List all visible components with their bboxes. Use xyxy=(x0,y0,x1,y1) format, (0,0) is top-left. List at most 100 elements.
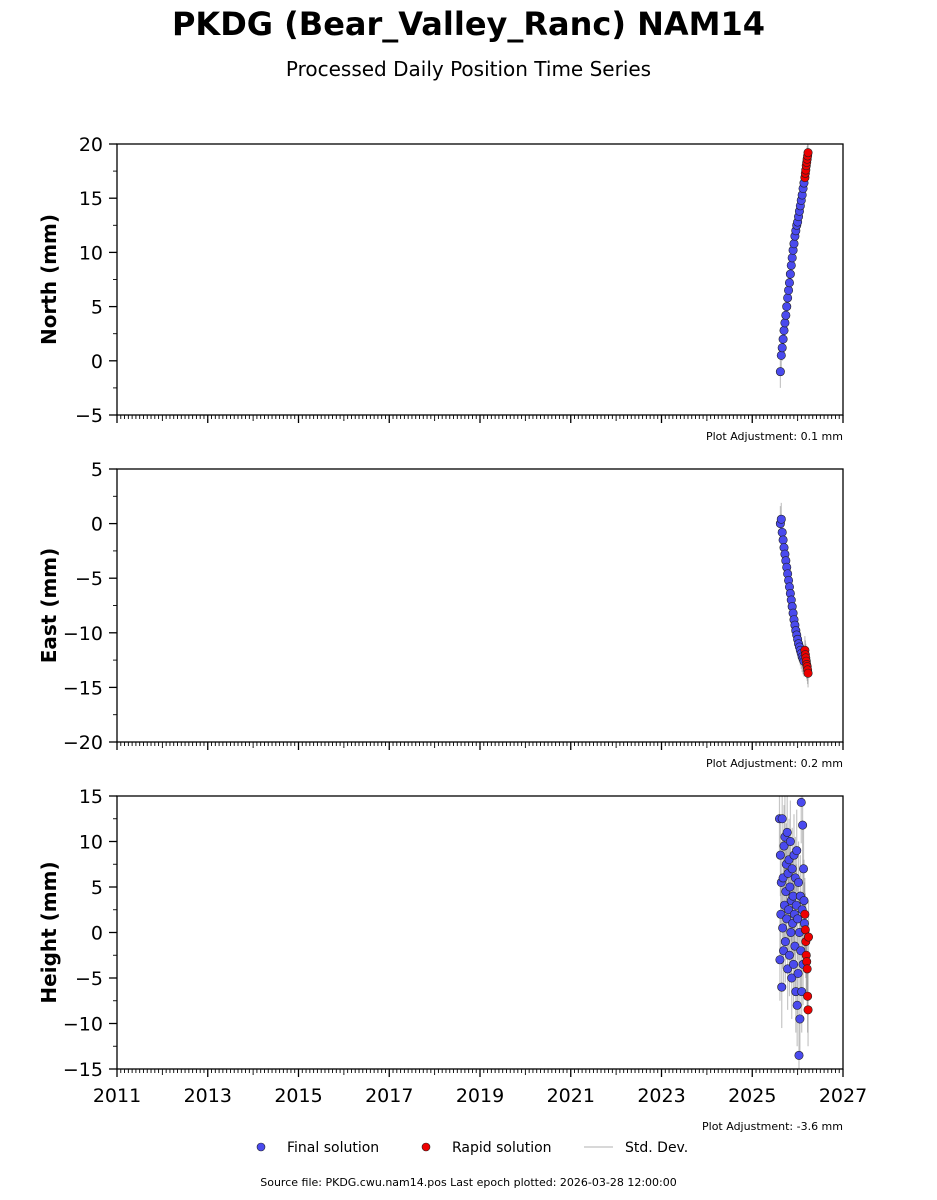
final-solution-point xyxy=(778,334,788,344)
y-tick-label: 10 xyxy=(79,832,103,854)
final-solution-point xyxy=(793,968,803,978)
final-solution-point xyxy=(779,946,789,956)
x-tick-label: 2027 xyxy=(819,1085,867,1107)
x-tick-label: 2011 xyxy=(93,1085,141,1107)
final-solution-point xyxy=(782,827,792,837)
rapid-solution-point xyxy=(803,668,813,678)
final-solution-point xyxy=(799,896,809,906)
final-solution-point xyxy=(794,877,804,887)
y-tick-label: 5 xyxy=(91,877,103,899)
panel-height: 2011 2013 2015 2017 2019 2021 2023 2025 2027 −15 −… xyxy=(37,786,867,1133)
x-tick-label: 2025 xyxy=(728,1085,776,1107)
y-tick-label: −20 xyxy=(63,732,103,754)
panel-north: −5 0 5 10 15 20 North (mm) Plot Adjustment: 0.1… xyxy=(37,134,844,443)
rapid-solution-point xyxy=(802,964,812,974)
final-solution-point xyxy=(787,864,797,874)
final-solution-point xyxy=(784,950,794,960)
y-tick-label: 0 xyxy=(91,351,103,373)
final-solution-point xyxy=(785,269,795,279)
y-tick-label: 15 xyxy=(79,188,103,210)
rapid-solution-point xyxy=(803,1005,813,1015)
final-solution-point xyxy=(781,310,791,320)
final-solution-point xyxy=(784,285,794,295)
page-title: PKDG (Bear_Valley_Ranc) NAM14 xyxy=(171,5,766,43)
final-solution-point xyxy=(784,905,794,915)
y-tick-label: −10 xyxy=(63,623,103,645)
final-solution-point xyxy=(792,1000,802,1010)
y-axis-label: Height (mm) xyxy=(37,861,61,1003)
plot-frame xyxy=(116,795,844,1070)
final-solution-point xyxy=(789,959,799,969)
final-solution-point xyxy=(777,814,787,824)
final-solution-point xyxy=(792,846,802,856)
final-solution-point xyxy=(784,278,794,288)
legend-rapid-marker xyxy=(421,1142,431,1152)
final-solution-point xyxy=(777,527,787,537)
x-tick-label: 2015 xyxy=(274,1085,322,1107)
final-solution-point xyxy=(789,239,799,249)
final-solution-point xyxy=(796,797,806,807)
final-solution-point xyxy=(783,293,793,303)
final-solution-point xyxy=(790,941,800,951)
plot-data-east xyxy=(775,502,813,688)
final-solution-point xyxy=(778,535,788,545)
final-solution-point xyxy=(778,923,788,933)
panel-east: −20 −15 −10 −5 0 5 East (mm) Plot Adjustment: 0… xyxy=(37,459,844,770)
y-axis-label: East (mm) xyxy=(37,548,61,664)
legend-rapid-label: Rapid solution xyxy=(452,1140,552,1156)
final-solution-point xyxy=(776,909,786,919)
final-solution-point xyxy=(785,836,795,846)
final-solution-point xyxy=(775,955,785,965)
final-solution-point xyxy=(791,900,801,910)
final-solution-point xyxy=(798,820,808,830)
rapid-solution-point xyxy=(803,991,813,1001)
final-solution-point xyxy=(795,1014,805,1024)
y-tick-label: 15 xyxy=(79,786,103,808)
plot-adjustment-label: Plot Adjustment: -3.6 mm xyxy=(702,1120,843,1133)
final-solution-point xyxy=(780,937,790,947)
y-tick-label: −5 xyxy=(75,568,103,590)
y-tick-label: 0 xyxy=(91,923,103,945)
page-subtitle: Processed Daily Position Time Series xyxy=(285,57,652,81)
plot-data-height xyxy=(774,796,814,1069)
final-solution-point xyxy=(779,325,789,335)
legend: Final solution Rapid solution Std. Dev. xyxy=(256,1140,688,1156)
source-footer: Source file: PKDG.cwu.nam14.pos Last epo… xyxy=(260,1176,677,1189)
y-tick-label: 20 xyxy=(79,134,103,156)
y-tick-label: −5 xyxy=(75,968,103,990)
final-solution-point xyxy=(775,850,785,860)
x-tick-label: 2013 xyxy=(184,1085,232,1107)
final-solution-point xyxy=(793,914,803,924)
legend-final-marker xyxy=(256,1142,266,1152)
final-solution-point xyxy=(786,927,796,937)
final-solution-point xyxy=(794,1050,804,1060)
final-solution-point xyxy=(777,343,787,353)
y-tick-label: −5 xyxy=(75,405,103,427)
legend-std-label: Std. Dev. xyxy=(625,1140,688,1156)
y-tick-label: 5 xyxy=(91,459,103,481)
final-solution-point xyxy=(797,987,807,997)
final-solution-point xyxy=(777,982,787,992)
final-solution-point xyxy=(776,350,786,360)
y-tick-label: 5 xyxy=(91,297,103,319)
legend-final-label: Final solution xyxy=(287,1140,379,1156)
plot-adjustment-label: Plot Adjustment: 0.1 mm xyxy=(706,430,843,443)
plot-data-north xyxy=(775,144,813,388)
plot-adjustment-label: Plot Adjustment: 0.2 mm xyxy=(706,757,843,770)
x-tick-label: 2023 xyxy=(637,1085,685,1107)
rapid-solution-point xyxy=(800,909,810,919)
x-tick-label: 2019 xyxy=(456,1085,504,1107)
final-solution-point xyxy=(786,260,796,270)
y-tick-label: 10 xyxy=(79,242,103,264)
x-tick-label: 2021 xyxy=(547,1085,595,1107)
final-solution-point xyxy=(779,841,789,851)
y-tick-label: −15 xyxy=(63,1059,103,1081)
final-solution-point xyxy=(780,318,790,328)
final-solution-point xyxy=(783,964,793,974)
rapid-solution-point xyxy=(803,148,813,158)
y-tick-label: −15 xyxy=(63,677,103,699)
final-solution-point xyxy=(785,882,795,892)
final-solution-point xyxy=(782,914,792,924)
y-axis-label: North (mm) xyxy=(37,214,61,345)
